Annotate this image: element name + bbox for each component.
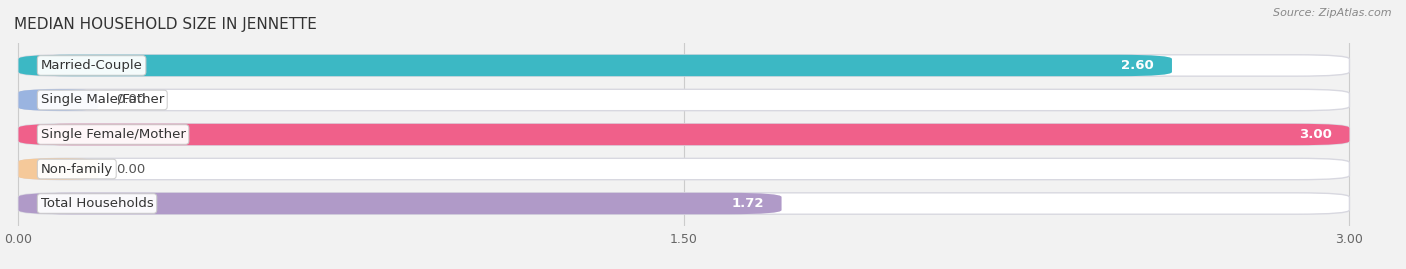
FancyBboxPatch shape bbox=[18, 89, 1350, 111]
FancyBboxPatch shape bbox=[18, 124, 1350, 145]
Text: MEDIAN HOUSEHOLD SIZE IN JENNETTE: MEDIAN HOUSEHOLD SIZE IN JENNETTE bbox=[14, 17, 316, 32]
Text: 1.72: 1.72 bbox=[731, 197, 763, 210]
Text: 0.00: 0.00 bbox=[117, 162, 145, 175]
FancyBboxPatch shape bbox=[18, 55, 1350, 76]
Text: Single Male/Father: Single Male/Father bbox=[41, 94, 165, 107]
FancyBboxPatch shape bbox=[18, 158, 98, 180]
FancyBboxPatch shape bbox=[18, 158, 1350, 180]
Text: Non-family: Non-family bbox=[41, 162, 112, 175]
FancyBboxPatch shape bbox=[18, 89, 98, 111]
FancyBboxPatch shape bbox=[18, 55, 1173, 76]
Text: Married-Couple: Married-Couple bbox=[41, 59, 142, 72]
FancyBboxPatch shape bbox=[18, 193, 1350, 214]
FancyBboxPatch shape bbox=[18, 193, 782, 214]
FancyBboxPatch shape bbox=[18, 124, 1350, 145]
Text: 0.00: 0.00 bbox=[117, 94, 145, 107]
Text: Source: ZipAtlas.com: Source: ZipAtlas.com bbox=[1274, 8, 1392, 18]
Text: 3.00: 3.00 bbox=[1299, 128, 1331, 141]
Text: 2.60: 2.60 bbox=[1122, 59, 1154, 72]
Text: Single Female/Mother: Single Female/Mother bbox=[41, 128, 186, 141]
Text: Total Households: Total Households bbox=[41, 197, 153, 210]
